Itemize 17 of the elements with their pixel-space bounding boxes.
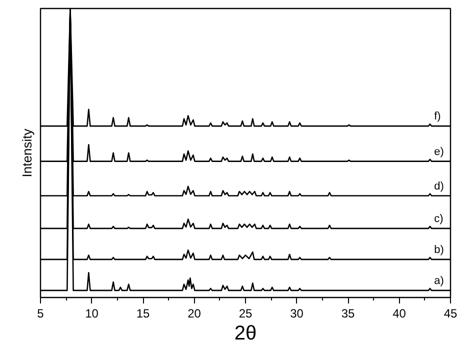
series-label: c) <box>434 213 444 226</box>
x-tick-label: 35 <box>341 306 355 320</box>
series-label: e) <box>434 146 444 158</box>
x-tick-label: 30 <box>290 306 304 320</box>
series-label: a) <box>434 275 444 288</box>
x-tick-label: 10 <box>85 306 99 320</box>
series-label: b) <box>434 244 444 256</box>
x-tick-label: 45 <box>444 306 458 320</box>
series-label: d) <box>434 180 444 192</box>
x-tick-label: 40 <box>392 306 406 320</box>
y-axis-title: Intensity <box>20 128 34 178</box>
x-tick-label: 15 <box>136 306 150 320</box>
x-axis-title: 2θ <box>234 322 257 344</box>
x-tick-label: 25 <box>238 306 252 320</box>
x-tick-label: 20 <box>188 306 202 320</box>
series-label: f) <box>434 110 441 123</box>
x-tick-label: 5 <box>37 306 44 320</box>
